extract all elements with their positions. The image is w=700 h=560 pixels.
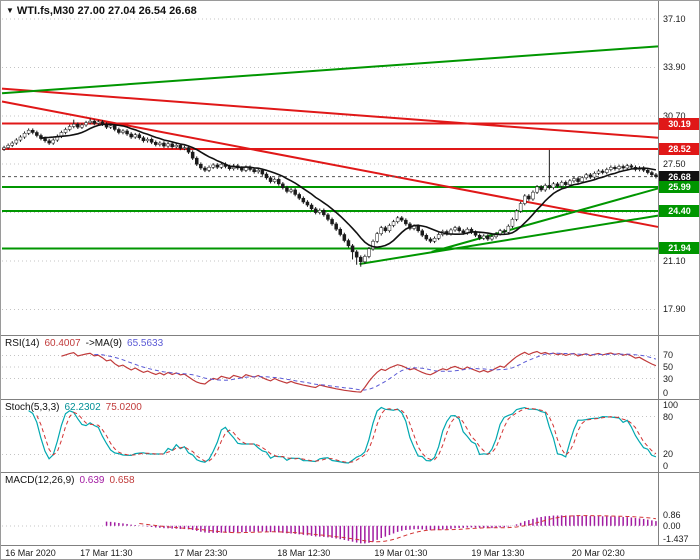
rsi-ma-value: 65.5633 [127,338,164,349]
time-axis-label: 17 Mar 11:30 [80,548,133,558]
stoch-axis-tick: 0 [663,461,669,471]
macd-value: 0.639 [79,475,105,486]
stoch-indicator-label: Stoch(5,3,3) 62.2302 75.0200 [5,402,147,413]
stoch-axis-tick: 100 [663,400,679,410]
time-axis-label: 18 Mar 12:30 [277,548,331,558]
price-axis-tick: 37.10 [663,14,686,25]
rsi-value: 60.4007 [44,338,81,349]
rsi-indicator-label: RSI(14) 60.4007 ->MA(9) 65.5633 [5,338,168,349]
macd-axis-tick: -1.437 [663,534,689,544]
stoch-k-value: 62.2302 [64,402,101,413]
chart-title: ▼ WTI.fs,M30 27.00 27.04 26.54 26.68 [6,5,197,17]
price-axis-tick: 33.90 [663,62,686,73]
stoch-d-value: 75.0200 [105,402,142,413]
time-axis-label: 17 Mar 23:30 [174,548,228,558]
rsi-axis-tick: 70 [663,350,674,361]
macd-signal-value: 0.658 [109,475,135,486]
macd-axis-tick: 0.86 [663,509,681,520]
stoch-axis-tick: 20 [663,449,674,460]
price-level-badge: 30.19 [659,117,699,130]
rsi-axis-tick: 30 [663,373,674,384]
macd-axis-tick: 0.00 [663,520,681,531]
symbol-dropdown-icon[interactable]: ▼ [6,6,14,15]
price-axis-tick: 17.90 [663,304,686,315]
rsi-name: RSI(14) [5,338,40,349]
rsi-axis-tick: 50 [663,362,674,372]
rsi-axis-tick: 0 [663,388,669,398]
stoch-axis-tick: 80 [663,411,674,422]
chart-ohlc-readout: 27.00 27.04 26.54 26.68 [77,5,197,17]
chart-symbol-period: WTI.fs,M30 [16,5,75,17]
price-level-badge: 25.99 [659,181,699,194]
price-axis-tick: 27.50 [663,159,686,170]
price-axis-tick: 30.70 [663,110,686,121]
price-level-badge: 28.52 [659,142,699,155]
price-level-badge: 26.68 [659,170,699,183]
time-axis-label: 16 Mar 2020 [5,548,56,558]
stoch-name: Stoch(5,3,3) [5,402,60,413]
macd-name: MACD(12,26,9) [5,475,75,486]
macd-indicator-label: MACD(12,26,9) 0.639 0.658 [5,475,140,486]
price-level-badge: 21.94 [659,242,699,255]
rsi-ma-name: ->MA(9) [85,338,123,349]
price-axis-tick: 21.10 [663,255,686,266]
time-axis-label: 20 Mar 02:30 [571,548,625,558]
price-level-badge: 24.40 [659,205,699,218]
time-axis-label: 19 Mar 01:30 [374,548,428,558]
time-axis-label: 19 Mar 13:30 [471,548,525,558]
